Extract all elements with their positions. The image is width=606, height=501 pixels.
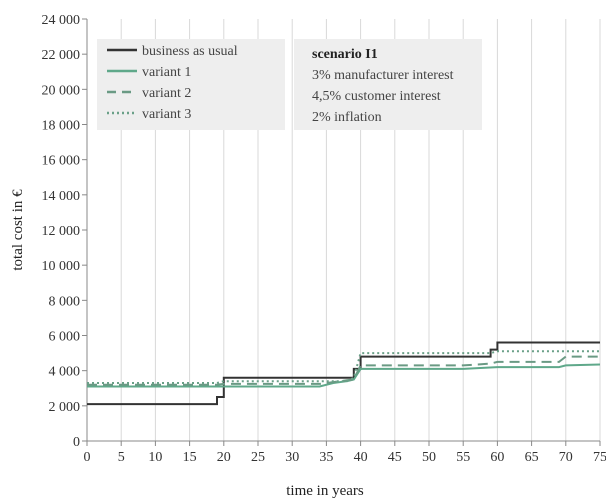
series-group: [87, 341, 601, 406]
scenario-line-3: 2% inflation: [312, 110, 382, 125]
x-tick-label: 15: [183, 450, 197, 465]
y-tick-label: 10 000: [42, 259, 81, 274]
series-line-variant-1: [87, 363, 601, 388]
scenario-annotation: scenario I1 3% manufacturer interest 4,5…: [294, 39, 482, 130]
x-tick-label: 75: [593, 450, 606, 465]
y-axis-title: total cost in €: [10, 189, 26, 271]
series-line-variant-2: [87, 355, 600, 386]
axes: 0 5 10 15 20 25 30 35 40 45 50 55 60 65 70 75 0 2 000 4 00…: [42, 13, 606, 465]
y-tick-label: 22 000: [42, 48, 81, 63]
x-tick-label: 5: [118, 450, 125, 465]
x-tick-label: 10: [148, 450, 162, 465]
legend-label: variant 1: [142, 65, 191, 80]
legend-label: variant 2: [142, 86, 191, 101]
legend-box: [97, 39, 285, 130]
x-tick-label: 55: [456, 450, 470, 465]
y-tick-label: 2 000: [49, 400, 81, 415]
y-tick-label: 4 000: [49, 365, 81, 380]
scenario-line-1: 3% manufacturer interest: [312, 68, 454, 83]
legend: business as usual variant 1 variant 2 varia…: [97, 39, 285, 130]
scenario-line-2: 4,5% customer interest: [312, 89, 441, 104]
x-tick-label: 20: [217, 450, 231, 465]
y-tick-label: 8 000: [49, 294, 81, 309]
y-tick-label: 14 000: [42, 189, 81, 204]
x-tick-label: 70: [559, 450, 573, 465]
y-tick-label: 12 000: [42, 224, 81, 239]
series-line-business-as-usual: [87, 341, 600, 406]
scenario-title: scenario I1: [312, 47, 378, 62]
x-tick-label: 40: [354, 450, 368, 465]
legend-label: variant 3: [142, 107, 191, 122]
x-tick-label: 65: [525, 450, 539, 465]
scenario-box: [294, 39, 482, 130]
x-tick-label: 30: [285, 450, 299, 465]
x-tick-label: 25: [251, 450, 265, 465]
x-tick-label: 50: [422, 450, 436, 465]
y-tick-label: 16 000: [42, 154, 81, 169]
y-tick-label: 24 000: [42, 13, 81, 28]
y-tick-label: 6 000: [49, 330, 81, 345]
x-tick-label: 0: [84, 450, 91, 465]
legend-label: business as usual: [142, 44, 238, 59]
y-tick-label: 18 000: [42, 119, 81, 134]
x-tick-label: 35: [319, 450, 333, 465]
y-tick-label: 20 000: [42, 83, 81, 98]
x-tick-label: 45: [388, 450, 402, 465]
x-axis-title: time in years: [286, 483, 364, 499]
y-tick-label: 0: [73, 435, 80, 450]
x-tick-label: 60: [490, 450, 504, 465]
